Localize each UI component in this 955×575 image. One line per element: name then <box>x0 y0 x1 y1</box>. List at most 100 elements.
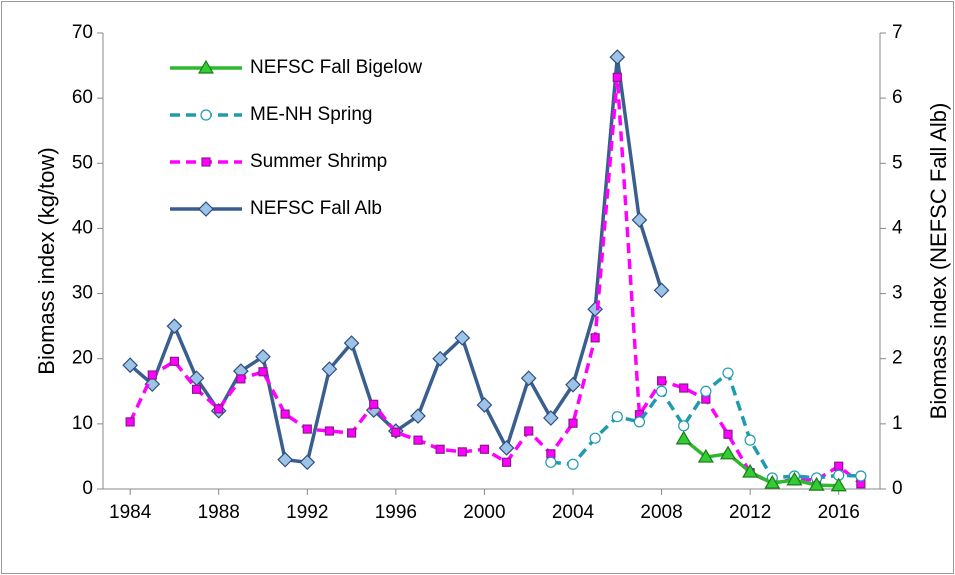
marker <box>413 435 423 445</box>
marker <box>764 474 781 489</box>
marker <box>369 399 379 409</box>
marker <box>545 456 557 468</box>
marker <box>609 49 626 65</box>
y-tick-label: 60 <box>72 87 93 108</box>
marker <box>200 109 212 121</box>
y-tick-label: 70 <box>72 22 93 43</box>
marker <box>742 463 759 478</box>
marker <box>546 449 556 459</box>
marker <box>432 350 448 367</box>
marker <box>834 461 844 471</box>
marker <box>302 424 312 434</box>
marker <box>457 447 467 457</box>
y2-tick-label: 7 <box>892 22 903 43</box>
legend-label: ME-NH Spring <box>250 104 372 125</box>
marker <box>808 476 825 491</box>
marker <box>255 348 271 365</box>
x-tick-label: 2016 <box>818 502 860 523</box>
marker <box>700 385 712 397</box>
marker <box>169 356 180 366</box>
y2-tick-label: 0 <box>892 478 903 499</box>
marker <box>343 335 360 351</box>
x-tick-label: 2012 <box>729 502 771 523</box>
y-tick-label: 50 <box>72 152 93 173</box>
marker <box>125 417 135 427</box>
marker <box>855 470 867 482</box>
marker <box>277 451 293 468</box>
marker <box>612 72 622 82</box>
y2-tick-label: 5 <box>892 152 903 173</box>
marker <box>476 397 493 413</box>
marker <box>498 440 515 456</box>
marker <box>299 454 316 471</box>
x-tick-label: 1992 <box>286 502 328 523</box>
marker <box>520 370 537 387</box>
marker <box>122 357 138 374</box>
y2-tick-label: 3 <box>892 283 903 304</box>
legend-label: Summer Shrimp <box>250 151 387 172</box>
marker <box>191 384 202 394</box>
y2-tick-label: 1 <box>892 413 903 434</box>
marker <box>479 444 490 454</box>
marker <box>611 411 623 423</box>
y2-axis-label: Biomass index (NEFSC Fall Alb) <box>926 103 951 420</box>
y2-tick-label: 2 <box>892 348 903 369</box>
marker <box>589 432 601 444</box>
x-tick-label: 1984 <box>109 502 152 523</box>
marker <box>655 385 668 397</box>
marker <box>830 477 847 492</box>
marker <box>324 426 335 436</box>
marker <box>723 429 733 439</box>
legend-label: NEFSC Fall Alb <box>250 198 382 219</box>
y-tick-label: 30 <box>72 283 93 304</box>
marker <box>258 367 268 377</box>
marker <box>633 416 646 428</box>
marker <box>568 418 578 428</box>
series-line <box>128 77 862 486</box>
y-tick-label: 0 <box>82 478 93 499</box>
y-axis-label: Biomass index (kg/tow) <box>34 147 59 374</box>
marker <box>567 458 579 470</box>
y-tick-label: 40 <box>72 217 93 238</box>
marker <box>786 471 803 486</box>
marker <box>214 404 224 414</box>
marker <box>198 201 214 217</box>
x-tick-label: 2000 <box>463 502 505 523</box>
x-tick-label: 2008 <box>640 502 682 523</box>
marker <box>675 430 692 445</box>
x-tick-label: 2004 <box>552 502 595 523</box>
marker <box>280 409 290 419</box>
marker <box>144 376 161 392</box>
marker <box>236 374 246 384</box>
marker <box>543 410 559 426</box>
y2-tick-label: 6 <box>892 87 903 108</box>
marker <box>501 457 512 467</box>
marker <box>719 445 737 460</box>
marker <box>678 420 690 432</box>
marker <box>656 376 667 386</box>
marker <box>321 361 338 377</box>
x-tick-label: 1988 <box>198 502 240 523</box>
marker <box>722 367 734 379</box>
marker <box>565 376 581 393</box>
marker <box>435 444 445 454</box>
marker <box>454 330 471 346</box>
marker <box>653 282 670 299</box>
marker <box>346 428 357 438</box>
y2-tick-label: 4 <box>892 217 903 238</box>
marker <box>744 434 756 446</box>
marker <box>410 408 426 424</box>
y-tick-label: 10 <box>72 413 93 434</box>
marker <box>147 370 157 380</box>
marker <box>631 212 648 228</box>
legend-label: NEFSC Fall Bigelow <box>250 57 422 78</box>
marker <box>679 383 689 393</box>
marker <box>524 426 534 436</box>
marker <box>697 448 714 463</box>
marker <box>590 333 600 343</box>
x-tick-label: 1996 <box>375 502 417 523</box>
y-tick-label: 20 <box>72 348 93 369</box>
marker <box>197 59 215 74</box>
marker <box>391 427 401 437</box>
